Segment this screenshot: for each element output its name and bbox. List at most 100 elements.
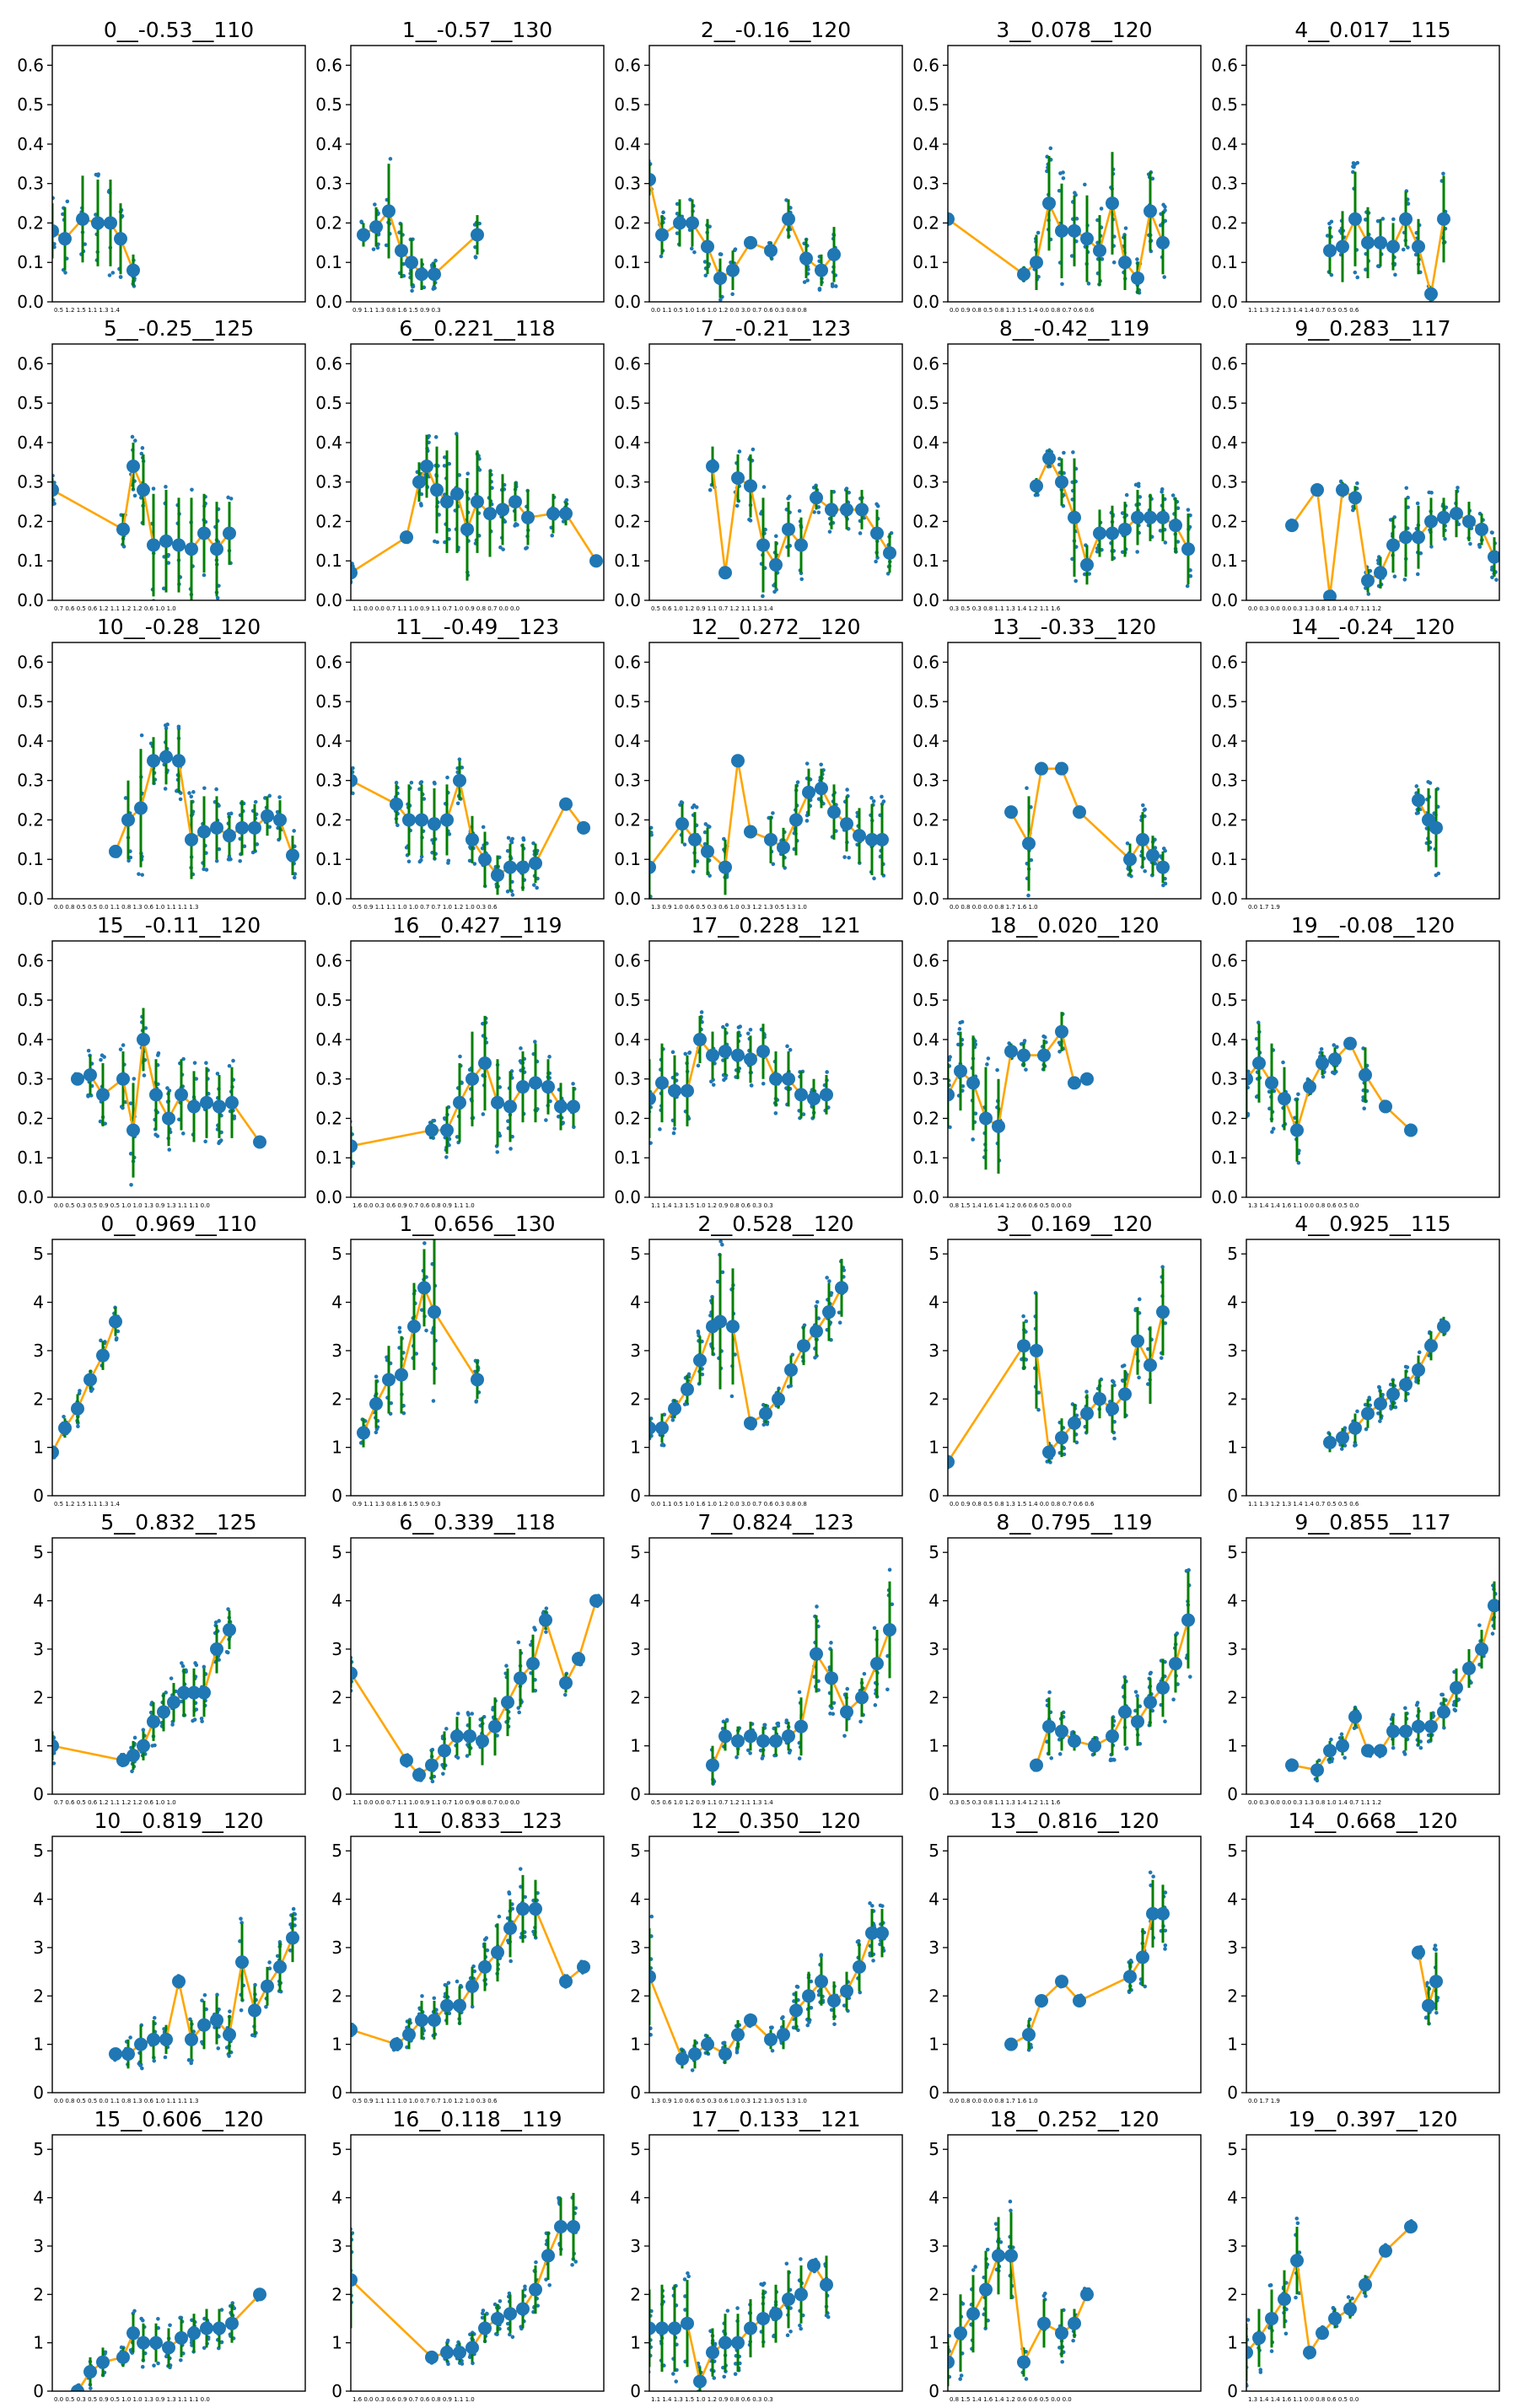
mean-marker — [1361, 1406, 1375, 1421]
sample-point — [724, 1023, 729, 1027]
mean-marker — [810, 1324, 823, 1338]
mean-marker — [1386, 1387, 1400, 1401]
mean-marker — [1004, 805, 1018, 820]
mean-marker — [83, 1068, 97, 1083]
sample-point — [1415, 572, 1420, 577]
sample-point — [1321, 1074, 1326, 1079]
sample-point — [267, 1966, 272, 1971]
mean-marker — [351, 773, 358, 787]
mean-marker — [1055, 223, 1068, 238]
chart-title: 6__0.221__118 — [399, 316, 555, 341]
sample-point — [239, 1916, 243, 1922]
chart-panel: 4__0.017__115 0.0 0.1 0.2 0.3 0.4 0.5 0.6 1.1 1.… — [1211, 18, 1500, 314]
sample-point — [1490, 1631, 1495, 1636]
mean-marker — [794, 1088, 808, 1102]
mean-marker — [248, 820, 261, 835]
x-tick-labels: 1.3 0.9 1.0 0.6 0.5 0.3 0.6 1.0 0.3 1.2 … — [651, 904, 807, 911]
sample-point — [1353, 270, 1358, 275]
sample-point — [1456, 522, 1461, 527]
mean-marker — [440, 495, 454, 509]
mean-marker — [1399, 212, 1413, 226]
sample-point — [1150, 176, 1155, 181]
sample-point — [1362, 1106, 1366, 1110]
y-tick-label: 4 — [331, 1293, 342, 1313]
mean-marker — [810, 1647, 823, 1661]
sample-point — [1368, 1403, 1372, 1408]
chart-panel: 17__0.228__121 0.0 0.1 0.2 0.3 0.4 0.5 0.6 1.1 1… — [614, 913, 903, 1209]
sample-point — [118, 1047, 123, 1051]
y-tick-label: 0.6 — [912, 950, 939, 970]
plot-area — [351, 1015, 580, 1169]
y-tick-label: 0.2 — [1211, 511, 1238, 531]
mean-marker — [1017, 1048, 1030, 1062]
sample-point — [1123, 226, 1128, 230]
mean-marker — [1118, 1705, 1132, 1719]
sample-point — [675, 231, 680, 235]
mean-marker — [478, 852, 492, 867]
mean-marker — [782, 1072, 795, 1086]
y-tick-label: 3 — [33, 1341, 44, 1361]
sample-point — [691, 803, 697, 808]
y-tick-label: 0.6 — [1211, 353, 1238, 374]
mean-marker — [1450, 507, 1463, 521]
sample-point — [1325, 234, 1330, 238]
y-tick-label: 0.6 — [17, 652, 44, 672]
y-tick-label: 0.4 — [912, 1029, 939, 1050]
sample-point — [1036, 230, 1041, 235]
sample-point — [1149, 1670, 1154, 1675]
sample-point — [253, 799, 258, 804]
mean-marker — [681, 1083, 694, 1098]
y-tick-label: 0.6 — [1211, 950, 1238, 970]
y-tick-label: 0.2 — [315, 212, 342, 233]
sample-point — [658, 1127, 662, 1131]
sample-point — [804, 819, 810, 823]
y-tick-label: 0.0 — [1211, 889, 1238, 909]
sample-point — [748, 1751, 752, 1755]
sample-point — [215, 1992, 219, 1997]
sample-point — [510, 893, 515, 897]
y-tick-label: 0.5 — [614, 94, 641, 115]
y-tick-label: 3 — [1227, 1341, 1238, 1361]
y-tick-label: 0.2 — [912, 212, 939, 233]
sample-point — [1110, 1379, 1115, 1384]
sample-point — [670, 1050, 675, 1055]
mean-marker — [1073, 805, 1086, 820]
sample-point — [1490, 530, 1494, 535]
x-tick-labels: 1.1 0.0 0.0 0.7 1.1 1.0 0.9 1.1 0.7 1.0 … — [352, 1799, 519, 1806]
sample-point — [191, 1718, 195, 1723]
sample-point — [213, 1620, 218, 1625]
sample-point — [460, 766, 465, 770]
x-tick-labels: 0.0 0.8 0.5 0.5 0.0 1.1 0.8 1.3 0.6 1.0 … — [54, 2098, 198, 2104]
mean-marker — [1143, 510, 1157, 524]
sample-point — [455, 1135, 460, 1139]
x-tick-labels: 0.3 0.5 0.3 0.8 1.1 1.3 1.4 1.2 1.1 1.6 — [950, 605, 1061, 612]
y-tick-label: 5 — [331, 1244, 342, 1264]
sample-point — [670, 1417, 675, 1422]
sample-point — [1451, 1702, 1456, 1707]
sample-point — [858, 1719, 863, 1724]
chart-panel: 12__0.272__120 0.0 0.1 0.2 0.3 0.4 0.5 0.6 1.3 0… — [614, 615, 903, 911]
mean-marker — [840, 817, 853, 831]
sample-point — [521, 836, 525, 841]
mean-marker — [71, 1401, 84, 1416]
mean-marker — [1246, 1072, 1253, 1086]
x-tick-labels: 0.0 1.1 0.5 1.0 1.6 1.0 1.2 0.0 3.0 0.7 … — [651, 307, 807, 314]
mean-marker — [496, 503, 509, 517]
sample-point — [533, 1627, 537, 1632]
sample-point — [1024, 1067, 1028, 1072]
sample-point — [140, 873, 144, 877]
sample-point — [709, 1079, 713, 1084]
sample-point — [1456, 486, 1460, 490]
y-tick-label: 0.6 — [17, 55, 44, 75]
mean-marker — [1316, 1056, 1329, 1070]
mean-marker — [810, 491, 823, 505]
sample-point — [702, 830, 708, 835]
sample-point — [506, 836, 511, 841]
sample-point — [202, 1664, 207, 1669]
sample-point — [455, 1755, 460, 1760]
mean-marker — [126, 1123, 140, 1137]
sample-point — [163, 2055, 168, 2060]
sample-point — [718, 298, 723, 302]
mean-marker — [1131, 1334, 1144, 1348]
